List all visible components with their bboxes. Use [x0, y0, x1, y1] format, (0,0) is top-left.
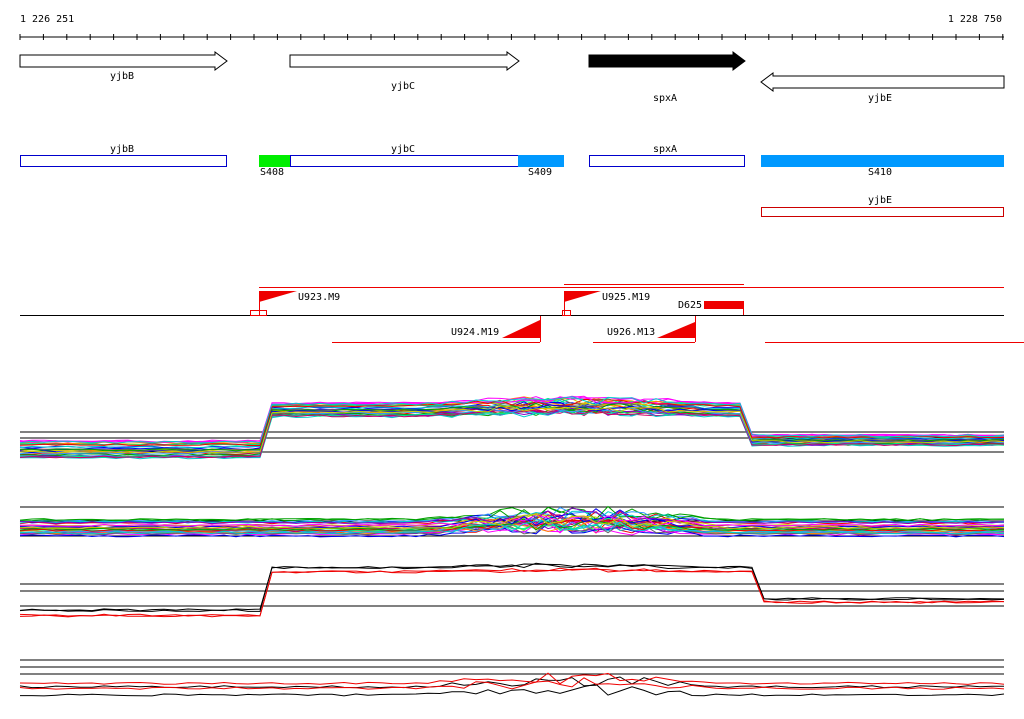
feature-label: U924.M19 — [451, 327, 499, 338]
expression-traces — [19, 395, 1005, 697]
feature-label: U926.M13 — [607, 327, 655, 338]
gene-label: yjbB — [110, 71, 134, 82]
trace — [20, 683, 1005, 697]
gene-label: yjbE — [868, 93, 892, 104]
trace — [19, 672, 1005, 685]
trace — [19, 677, 1005, 690]
features — [20, 284, 1024, 343]
trace — [19, 507, 1005, 525]
gene-label: spxA — [653, 93, 677, 104]
annotation-label: S410 — [868, 167, 892, 178]
feature-label: D625 — [678, 300, 702, 311]
annotation-label: spxA — [653, 144, 677, 155]
gene-label: yjbC — [391, 81, 415, 92]
trace — [19, 409, 1005, 459]
trace — [19, 514, 1005, 530]
gene-arrows — [19, 51, 1005, 92]
ruler-end: 1 228 750 — [948, 14, 1002, 25]
trace — [19, 396, 1005, 444]
trace — [19, 404, 1005, 454]
trace — [19, 398, 1005, 447]
trace — [19, 520, 1005, 535]
ruler — [19, 34, 1004, 40]
trace — [19, 568, 1005, 617]
feature-label: U925.M19 — [602, 292, 650, 303]
annotation-label: S409 — [528, 167, 552, 178]
trace — [19, 562, 1005, 612]
ruler-start: 1 226 251 — [20, 14, 74, 25]
annotation-label: yjbE — [868, 195, 892, 206]
annotation-label: yjbB — [110, 144, 134, 155]
trace — [19, 513, 1005, 529]
feature-label: U923.M9 — [298, 292, 340, 303]
annotation-boxes — [20, 155, 1004, 217]
trace — [19, 396, 1005, 444]
trace — [19, 522, 1005, 538]
trace — [19, 563, 1005, 612]
trace — [19, 405, 1005, 454]
annotation-label: S408 — [260, 167, 284, 178]
trace — [19, 676, 1004, 689]
annotation-label: yjbC — [391, 144, 415, 155]
trace — [20, 402, 1005, 452]
